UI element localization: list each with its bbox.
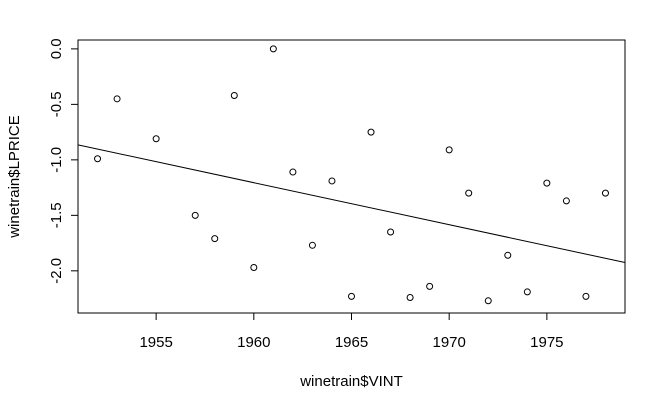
data-point [465, 189, 473, 197]
regression-line-group [77, 144, 626, 263]
data-point [387, 228, 395, 236]
y-tick-label: -1.0 [48, 147, 65, 173]
y-tick-label: -0.5 [48, 91, 65, 117]
data-point [562, 197, 570, 205]
data-point [543, 179, 551, 187]
data-point [113, 95, 121, 103]
data-point [601, 189, 609, 197]
x-tick-label: 1955 [139, 334, 172, 351]
data-point [406, 293, 414, 301]
data-point [426, 282, 434, 290]
data-point [504, 251, 512, 259]
data-point [191, 211, 199, 219]
data-point [94, 155, 102, 163]
y-axis: 0.0 -0.5 -1.0 -1.5 -2.0 [48, 38, 79, 284]
x-axis-label: winetrain$VINT [299, 373, 403, 390]
regression-line [77, 144, 626, 263]
data-point [582, 292, 590, 300]
y-tick-label: -2.0 [48, 258, 65, 284]
y-axis-label: winetrain$LPRICE [6, 115, 23, 239]
data-point [328, 177, 336, 185]
plot-frame [77, 39, 626, 314]
y-tick-label: -1.5 [48, 202, 65, 228]
data-point [308, 241, 316, 249]
data-point [523, 288, 531, 296]
data-point [211, 235, 219, 243]
y-tick-label: 0.0 [48, 38, 65, 59]
data-point [250, 264, 258, 271]
points-group [94, 45, 609, 305]
data-point [289, 168, 297, 176]
data-point [348, 292, 355, 300]
x-tick-label: 1960 [237, 334, 270, 351]
x-tick-label: 1975 [530, 334, 563, 351]
data-point [484, 297, 492, 305]
data-point [367, 128, 375, 136]
data-point [445, 146, 453, 154]
data-point [152, 135, 160, 143]
x-axis: 1955 1960 1965 1970 1975 [139, 312, 564, 351]
x-tick-label: 1970 [432, 334, 465, 351]
data-point [269, 45, 277, 53]
x-tick-label: 1965 [335, 334, 368, 351]
data-point [230, 91, 238, 99]
